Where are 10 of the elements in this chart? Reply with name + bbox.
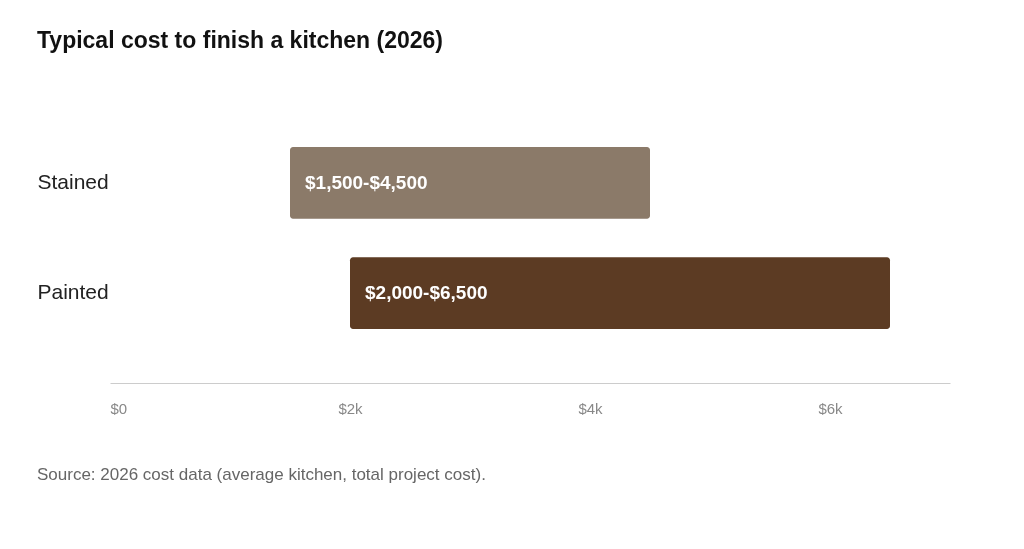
- x-tick-label: $4k: [578, 399, 604, 417]
- y-tick-label: Painted: [37, 280, 109, 304]
- source-note: Source: 2026 cost data (average kitchen, total project cost).: [37, 465, 486, 485]
- data-label: $1,500-$4,500: [305, 171, 428, 193]
- x-tick-label: $0: [110, 399, 128, 417]
- chart-title: Typical cost to finish a kitchen (2026): [37, 27, 444, 53]
- y-tick-label: Stained: [37, 169, 109, 193]
- x-tick-label: $2k: [338, 399, 364, 417]
- data-label: $2,000-$6,500: [365, 282, 488, 304]
- x-tick-label: $6k: [818, 399, 844, 417]
